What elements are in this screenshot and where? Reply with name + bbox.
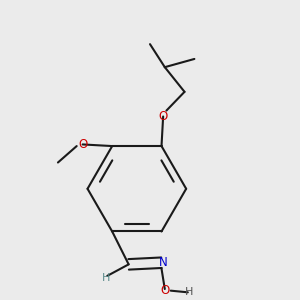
Text: O: O	[158, 110, 168, 123]
Text: O: O	[78, 138, 87, 151]
Text: O: O	[160, 284, 170, 297]
Text: N: N	[159, 256, 167, 269]
Text: H: H	[185, 287, 194, 297]
Text: H: H	[101, 272, 110, 283]
